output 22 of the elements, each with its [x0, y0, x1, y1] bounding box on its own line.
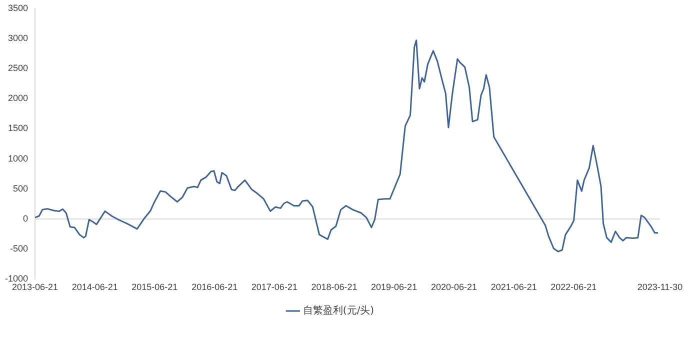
x-tick-label: 2023-11-30	[637, 282, 683, 292]
y-tick-label: 2000	[8, 93, 28, 104]
x-tick-label: 2015-06-21	[132, 282, 178, 292]
y-tick-label: -1000	[4, 274, 28, 284]
y-tick-label: 3000	[8, 32, 28, 43]
y-tick-label: 3500	[8, 2, 28, 13]
y-tick-label: -500	[10, 244, 28, 254]
y-tick-label: 2500	[8, 63, 28, 74]
x-tick-label: 2019-06-21	[371, 282, 418, 292]
y-tick-label: 0	[23, 214, 28, 224]
legend-label: 自繁盈利(元/头)	[302, 304, 374, 317]
x-tick-label: 2018-06-21	[311, 282, 358, 292]
x-tick-label: 2020-06-21	[431, 282, 478, 292]
y-tick-label: 1000	[8, 153, 28, 164]
x-tick-label: 2022-06-21	[550, 282, 597, 292]
x-tick-label: 2013-06-21	[12, 282, 58, 292]
x-tick-label: 2014-06-21	[72, 282, 118, 292]
x-tick-label: 2017-06-21	[251, 282, 298, 292]
y-tick-label: 1500	[8, 123, 28, 134]
x-tick-label: 2016-06-21	[192, 282, 238, 292]
x-tick-label: 2021-06-21	[490, 282, 537, 292]
y-tick-label: 500	[12, 183, 28, 194]
